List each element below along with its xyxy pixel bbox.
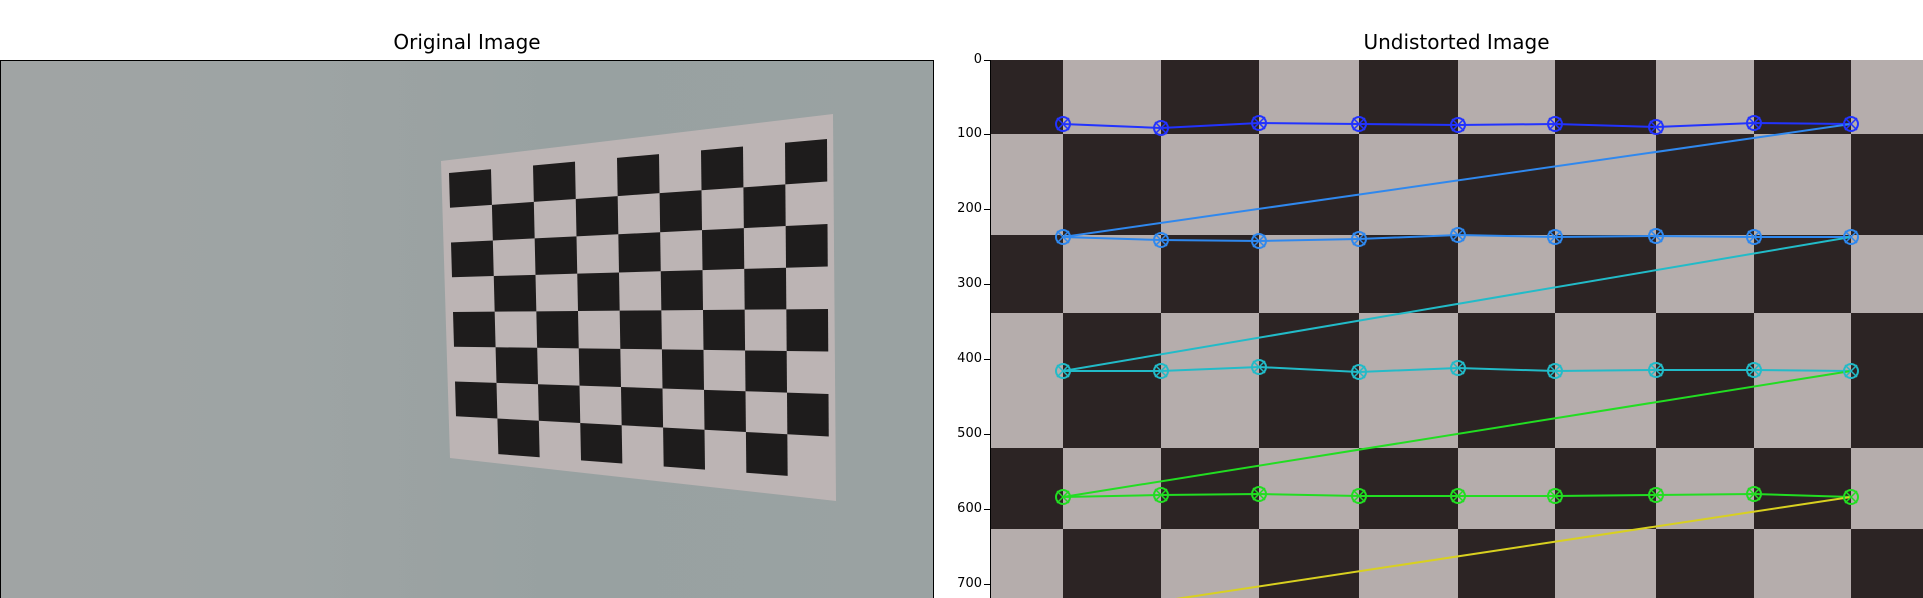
y-tick-mark xyxy=(984,284,990,285)
chess-square xyxy=(1161,448,1259,529)
chess-square xyxy=(535,236,578,275)
chess-square xyxy=(660,190,702,232)
chess-square xyxy=(1063,134,1161,235)
chess-square xyxy=(786,309,828,352)
chess-square xyxy=(618,232,660,272)
chess-square xyxy=(449,169,492,208)
chess-square xyxy=(1754,448,1851,529)
chess-square xyxy=(533,162,576,202)
chess-square xyxy=(1458,134,1555,235)
chess-square xyxy=(1458,529,1555,598)
chess-square xyxy=(1555,235,1656,313)
chess-square xyxy=(1359,235,1458,313)
chess-square xyxy=(1259,134,1359,235)
chess-square xyxy=(1555,60,1656,134)
chess-square xyxy=(745,350,787,392)
chess-square xyxy=(991,60,1063,134)
chess-square xyxy=(621,387,663,427)
y-tick-label: 600 xyxy=(940,501,982,516)
chess-square xyxy=(702,228,744,270)
chess-square xyxy=(1851,134,1923,235)
undistorted-chessboard-with-corners xyxy=(991,60,1923,598)
chess-square xyxy=(451,240,494,277)
chess-square xyxy=(1555,448,1656,529)
chess-square xyxy=(494,275,537,312)
chess-square xyxy=(492,202,535,241)
chess-square xyxy=(617,154,660,196)
chess-square xyxy=(704,390,746,432)
chess-square xyxy=(1656,529,1754,598)
y-tick-label: 300 xyxy=(940,276,982,291)
original-chessboard-photo xyxy=(1,61,934,598)
chess-square xyxy=(746,432,788,476)
chess-square xyxy=(496,347,538,384)
chess-square xyxy=(455,382,497,419)
y-tick-label: 400 xyxy=(940,351,982,366)
y-tick-label: 100 xyxy=(940,126,982,141)
chess-square xyxy=(1359,448,1458,529)
y-tick-label: 700 xyxy=(940,576,982,591)
chess-square xyxy=(497,419,539,458)
chess-square xyxy=(579,348,621,387)
chess-square xyxy=(991,448,1063,529)
chess-square xyxy=(1161,235,1259,313)
chess-square xyxy=(453,312,496,348)
chess-square xyxy=(1754,235,1851,313)
chess-square xyxy=(743,184,785,228)
y-tick-mark xyxy=(984,584,990,585)
chess-square xyxy=(536,311,578,348)
chess-square xyxy=(787,393,829,437)
y-tick-label: 0 xyxy=(940,52,982,67)
chess-square xyxy=(1458,313,1555,448)
chess-square xyxy=(620,310,662,349)
chess-square xyxy=(538,384,580,423)
chess-square xyxy=(1359,60,1458,134)
y-tick-label: 200 xyxy=(940,201,982,216)
chess-square xyxy=(576,196,619,236)
undistorted-image-panel xyxy=(990,60,1923,598)
y-tick-label: 500 xyxy=(940,426,982,441)
chess-square xyxy=(1259,529,1359,598)
chess-square xyxy=(580,423,622,463)
chess-square xyxy=(785,139,827,184)
y-tick-mark xyxy=(984,509,990,510)
chess-square xyxy=(701,147,743,191)
chess-square xyxy=(661,270,703,310)
y-tick-mark xyxy=(984,209,990,210)
chess-square xyxy=(1063,313,1161,448)
chess-square xyxy=(1851,529,1923,598)
chess-square xyxy=(703,310,745,351)
chess-square xyxy=(744,268,786,310)
y-tick-mark xyxy=(984,134,990,135)
chess-square xyxy=(663,428,705,470)
undistorted-image-title: Undistorted Image xyxy=(990,30,1923,54)
chess-square xyxy=(991,235,1063,313)
chess-square xyxy=(786,224,828,268)
chess-square xyxy=(1259,313,1359,448)
chess-square xyxy=(662,349,704,389)
chess-square xyxy=(1656,313,1754,448)
y-tick-mark xyxy=(984,434,990,435)
y-tick-mark xyxy=(984,60,990,61)
chess-square xyxy=(1063,529,1161,598)
chess-square xyxy=(577,272,619,311)
original-image-panel xyxy=(0,60,934,598)
y-tick-mark xyxy=(984,359,990,360)
original-image-title: Original Image xyxy=(0,30,934,54)
chess-square xyxy=(1851,313,1923,448)
